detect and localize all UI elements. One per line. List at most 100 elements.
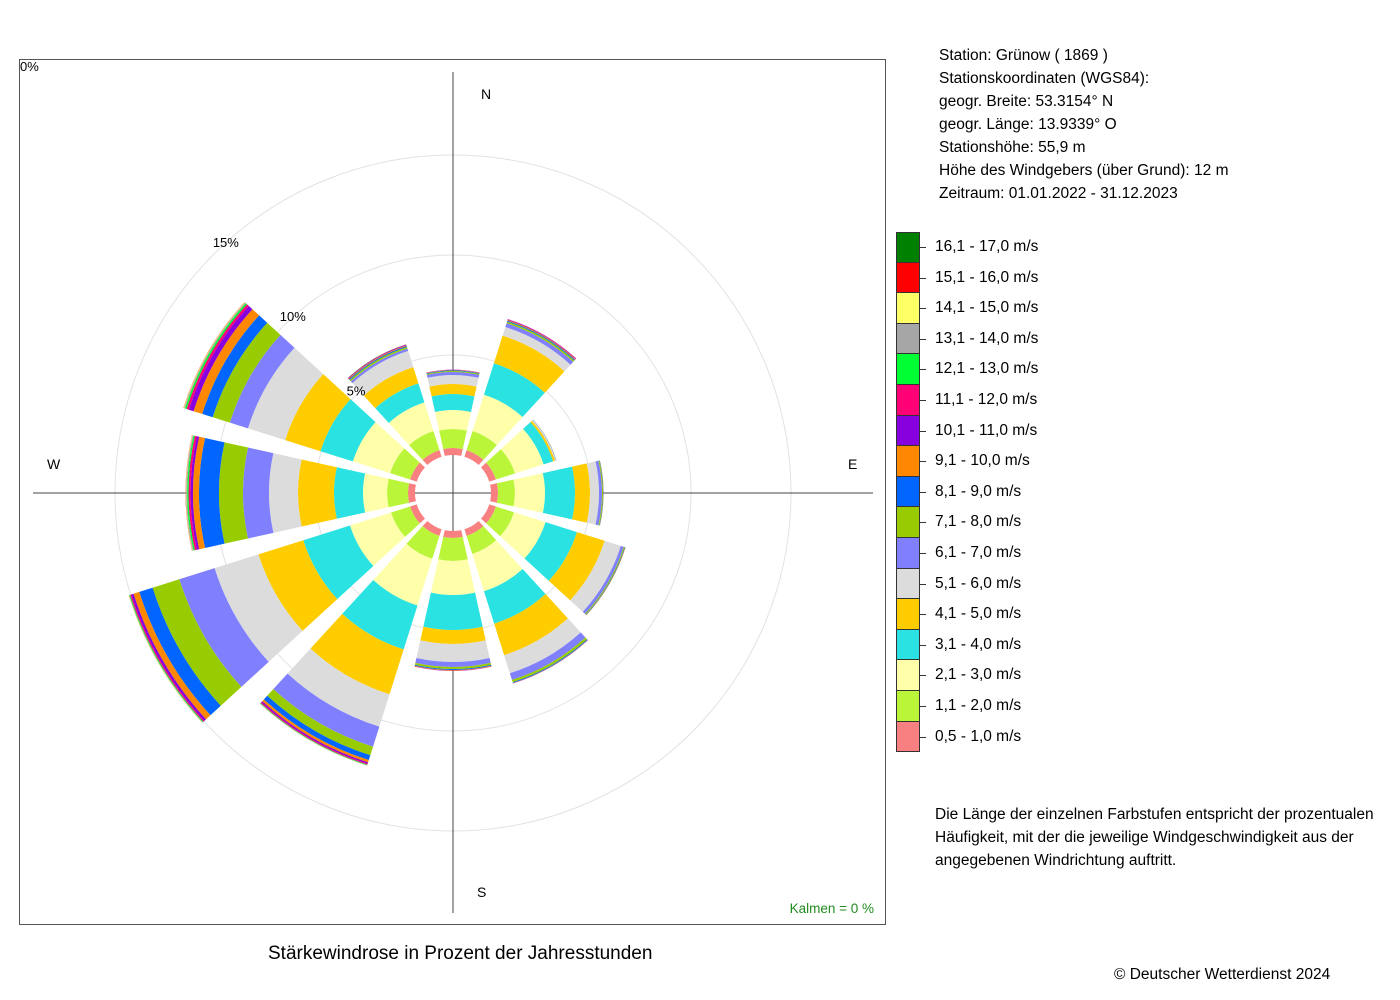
- sector-segment: [483, 568, 546, 624]
- sector-segment: [320, 399, 376, 462]
- sector-segment: [500, 428, 544, 474]
- legend-swatch: [896, 354, 920, 385]
- direction-label-e: E: [848, 456, 857, 472]
- sector-segment: [214, 554, 303, 662]
- sector-segment: [133, 591, 211, 720]
- sector-segment: [298, 459, 337, 527]
- station-coordinates-heading: Stationskoordinaten (WGS84):: [939, 70, 1150, 87]
- legend-label: 9,1 - 10,0 m/s: [935, 452, 1030, 470]
- direction-label-n: N: [481, 86, 491, 102]
- sector-240: [128, 504, 425, 723]
- legend-item: 1,1 - 2,0 m/s: [896, 691, 1096, 722]
- sector-segment: [352, 350, 414, 396]
- legend-tick: [920, 675, 926, 677]
- legend-label: 12,1 - 13,0 m/s: [935, 360, 1039, 378]
- legend-swatch: [896, 691, 920, 722]
- sector-210: [259, 521, 442, 766]
- sector-segment: [388, 402, 434, 446]
- legend-item: 14,1 - 15,0 m/s: [896, 293, 1096, 324]
- legend-label: 6,1 - 7,0 m/s: [935, 544, 1022, 561]
- legend-tick: [920, 706, 926, 707]
- sector-180: [414, 530, 492, 672]
- legend-item: 4,1 - 5,0 m/s: [896, 599, 1096, 630]
- legend-swatch: [896, 660, 920, 691]
- sector-segment: [423, 592, 483, 631]
- legend-item: 5,1 - 6,0 m/s: [896, 568, 1096, 600]
- sector-segment: [466, 526, 497, 555]
- sector-segment: [481, 462, 496, 482]
- sector-segment: [273, 673, 380, 747]
- sector-segment: [443, 530, 463, 539]
- legend-tick: [920, 461, 926, 463]
- sector-segment: [414, 662, 492, 670]
- ring-label: 15%: [213, 235, 239, 250]
- sector-segment: [486, 449, 515, 480]
- sector-150: [464, 521, 588, 684]
- sector-90: [490, 460, 604, 526]
- wind-sectors: [128, 301, 626, 766]
- sector-segment: [202, 315, 268, 418]
- sector-segment: [542, 466, 575, 520]
- legend-swatch: [896, 538, 920, 569]
- legend-tick: [920, 736, 926, 738]
- legend-label: 5,1 - 6,0 m/s: [935, 574, 1022, 592]
- legend-label: 3,1 - 4,0 m/s: [935, 635, 1022, 653]
- sector-segment: [303, 525, 374, 600]
- legend-item: 9,1 - 10,0 m/s: [896, 446, 1096, 477]
- sector-segment: [586, 461, 600, 525]
- sector-segment: [219, 442, 248, 544]
- legend-swatch: [896, 629, 920, 661]
- sector-segment: [179, 568, 269, 687]
- station-name: Station: Grünow ( 1869 ): [939, 47, 1108, 64]
- legend-swatch: [896, 476, 920, 508]
- sector-segment: [269, 453, 302, 533]
- sector-segment: [415, 657, 491, 667]
- sector-segment: [243, 447, 274, 539]
- legend-swatch: [896, 262, 920, 294]
- sector-segment: [363, 367, 419, 409]
- ring-label: 10%: [280, 309, 306, 324]
- ring-labels: 0% 5% 10% 15%: [20, 59, 366, 398]
- legend-swatch: [896, 568, 920, 600]
- legend-swatch: [896, 385, 920, 416]
- legend-item: 16,1 - 17,0 m/s: [896, 232, 1096, 263]
- sector-30: [464, 319, 577, 465]
- legend-tick: [920, 430, 926, 432]
- legend-swatch: [896, 323, 920, 355]
- legend-tick: [920, 491, 926, 493]
- legend-label: 13,1 - 14,0 m/s: [935, 329, 1039, 347]
- sector-segment: [494, 594, 568, 656]
- sector-segment: [483, 363, 545, 418]
- sector-segment: [496, 479, 515, 507]
- sector-segment: [509, 632, 586, 680]
- sector-segment: [572, 463, 590, 523]
- sector-segment: [349, 347, 408, 382]
- legend-swatch: [896, 446, 920, 477]
- legend-item: 3,1 - 4,0 m/s: [896, 629, 1096, 661]
- sector-segment: [152, 579, 242, 706]
- sector-segment: [350, 348, 409, 384]
- legend-tick: [920, 400, 926, 401]
- sector-segment: [490, 483, 498, 503]
- sector-segment: [548, 532, 605, 601]
- sector-segment: [599, 460, 604, 526]
- legend-tick: [920, 614, 926, 616]
- sector-segment: [185, 435, 193, 551]
- sector-segment: [530, 420, 556, 462]
- ring-label: 0%: [20, 59, 39, 74]
- sector-segment: [435, 410, 471, 431]
- sector-segment: [523, 422, 554, 465]
- sector-segment: [390, 448, 420, 480]
- wind-rose-chart: 0% 5% 10% 15% N E S W Kalmen = 0 %: [19, 59, 886, 925]
- sector-segment: [505, 323, 574, 365]
- sector-segment: [287, 648, 390, 727]
- sector-segment: [263, 695, 371, 761]
- legend-label: 15,1 - 16,0 m/s: [935, 268, 1039, 286]
- sector-segment: [188, 435, 197, 551]
- sector-segment: [285, 374, 351, 452]
- legend-label: 10,1 - 11,0 m/s: [935, 421, 1038, 439]
- sector-segment: [582, 545, 624, 614]
- sector-segment: [416, 640, 490, 663]
- sector-60: [481, 419, 557, 482]
- sector-segment: [258, 540, 338, 631]
